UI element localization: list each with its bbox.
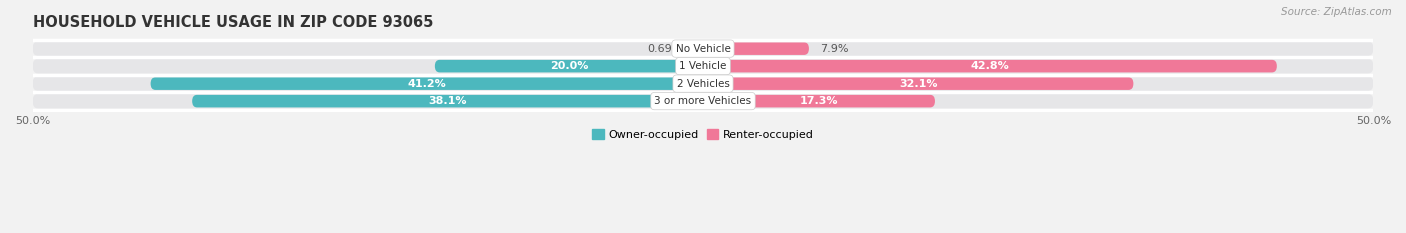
Text: 41.2%: 41.2% [408,79,446,89]
Text: 20.0%: 20.0% [550,61,588,71]
FancyBboxPatch shape [193,95,703,107]
FancyBboxPatch shape [32,76,1374,91]
FancyBboxPatch shape [434,60,703,72]
Text: 2 Vehicles: 2 Vehicles [676,79,730,89]
FancyBboxPatch shape [32,94,1374,109]
Text: 38.1%: 38.1% [429,96,467,106]
Text: 1 Vehicle: 1 Vehicle [679,61,727,71]
FancyBboxPatch shape [703,95,935,107]
Text: 7.9%: 7.9% [820,44,848,54]
Text: 32.1%: 32.1% [898,79,938,89]
FancyBboxPatch shape [703,42,808,55]
Text: 3 or more Vehicles: 3 or more Vehicles [654,96,752,106]
FancyBboxPatch shape [150,77,703,90]
Legend: Owner-occupied, Renter-occupied: Owner-occupied, Renter-occupied [588,125,818,144]
FancyBboxPatch shape [693,42,703,55]
FancyBboxPatch shape [703,60,1277,72]
Text: 17.3%: 17.3% [800,96,838,106]
FancyBboxPatch shape [32,41,1374,56]
Text: No Vehicle: No Vehicle [675,44,731,54]
Text: 0.69%: 0.69% [648,44,683,54]
FancyBboxPatch shape [32,59,1374,74]
Text: Source: ZipAtlas.com: Source: ZipAtlas.com [1281,7,1392,17]
Text: HOUSEHOLD VEHICLE USAGE IN ZIP CODE 93065: HOUSEHOLD VEHICLE USAGE IN ZIP CODE 9306… [32,15,433,30]
Text: 42.8%: 42.8% [970,61,1010,71]
FancyBboxPatch shape [703,77,1133,90]
